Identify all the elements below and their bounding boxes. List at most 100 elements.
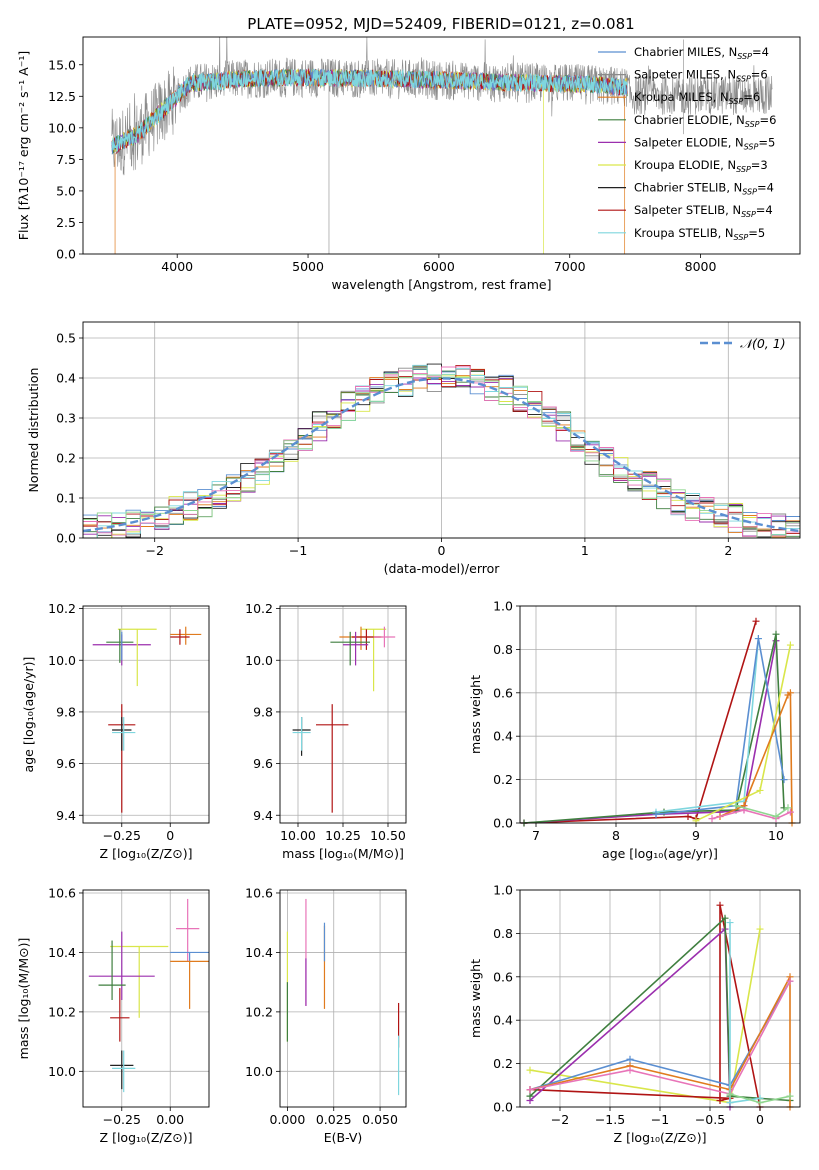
legend-label: Salpeter STELIB, NSSP=4 — [634, 203, 773, 219]
axes-frame — [82, 321, 801, 539]
x-tick-label: 8000 — [685, 259, 717, 274]
y-tick-label: 2.5 — [56, 215, 76, 230]
spectrum-model-kroupa-miles — [111, 68, 628, 254]
x-axis-label: Z [log₁₀(Z/Z⊙)] — [614, 1130, 707, 1145]
weight-marker — [786, 1092, 794, 1100]
weight-marker — [526, 1092, 534, 1100]
legend-label: Kroupa ELODIE, NSSP=3 — [634, 158, 768, 174]
y-tick-label: 15.0 — [48, 57, 76, 72]
x-axis-label: wavelength [Angstrom, rest frame] — [331, 277, 551, 292]
legend-label: Chabrier ELODIE, NSSP=6 — [634, 113, 776, 129]
weight-marker — [784, 804, 792, 812]
weight-marker — [526, 1066, 534, 1074]
x-axis-label: age [log₁₀(age/yr)] — [602, 846, 718, 861]
y-tick-label: 10.4 — [245, 945, 273, 960]
y-tick-label: 10.2 — [245, 1004, 273, 1019]
y-tick-label: 12.5 — [48, 89, 76, 104]
y-axis-label: Flux [fλ10⁻¹⁷ erg cm⁻² s⁻¹ A⁻¹] — [16, 51, 31, 240]
y-tick-label: 0.4 — [493, 1013, 513, 1028]
weight-marker — [726, 1099, 734, 1107]
weight-marker — [772, 630, 780, 638]
weight-marker — [754, 635, 762, 643]
panel-massweight-vs-age: 7 8 9 10 0.0 0.2 0.4 0.6 0.8 1.0 age [log₁₀(age/yr… — [468, 599, 801, 861]
weight-marker — [721, 914, 729, 922]
x-tick-label: 4000 — [161, 259, 193, 274]
y-tick-label: 0.2 — [56, 451, 76, 466]
weight-line — [711, 809, 791, 820]
x-tick-label: 7000 — [554, 259, 586, 274]
x-tick-label: 1 — [581, 543, 589, 558]
panel-age-vs-mass: 10.00 10.25 10.50 9.4 9.6 9.8 10.0 10.2 mass [lo… — [245, 601, 407, 861]
histograms — [83, 363, 800, 538]
plot-area — [520, 617, 796, 827]
x-axis-label: Z [log₁₀(Z/Z⊙)] — [100, 846, 193, 861]
y-tick-label: 0.6 — [493, 685, 513, 700]
x-tick-label: 0.000 — [270, 1112, 306, 1127]
axes-frame — [82, 605, 210, 824]
weight-marker — [726, 1090, 734, 1098]
x-tick-label: 0.00 — [156, 1112, 184, 1127]
x-tick-label: 0.050 — [362, 1112, 398, 1127]
y-tick-label: 0.4 — [56, 371, 76, 386]
x-tick-label: 7 — [532, 828, 540, 843]
y-axis-label: mass weight — [468, 959, 483, 1038]
legend-label: Kroupa MILES, NSSP=6 — [634, 90, 760, 106]
axes-frame — [279, 605, 407, 824]
weight-line — [523, 620, 757, 824]
x-tick-label: 10.25 — [325, 828, 361, 843]
legend-label: Kroupa STELIB, NSSP=5 — [634, 226, 765, 242]
weight-marker — [732, 802, 740, 810]
panel-age-vs-Z: −0.25 0 9.4 9.6 9.8 10.0 10.2 Z [log₁₀(Z/Z⊙)] ag… — [21, 601, 210, 861]
spectrum-model-kroupa-elodie — [111, 68, 628, 254]
weight-marker — [716, 1096, 724, 1104]
y-tick-label: 9.4 — [253, 808, 273, 823]
y-tick-label: 0.0 — [56, 531, 76, 546]
x-tick-label: 8 — [612, 828, 620, 843]
weight-marker — [786, 808, 794, 816]
x-tick-label: 5000 — [292, 259, 324, 274]
weight-line — [529, 980, 791, 1095]
y-tick-label: 10.0 — [48, 120, 76, 135]
weight-line — [523, 640, 777, 824]
axes-frame — [82, 36, 801, 255]
axes-frame — [519, 605, 801, 824]
weight-marker — [772, 812, 780, 820]
panel-mass-vs-EBV: 0.000 0.025 0.050 10.0 10.2 10.4 10.6 E(B-V) — [245, 885, 407, 1145]
x-tick-label: −0.5 — [695, 1112, 725, 1127]
panel-residuals: −2 −1 0 1 2 0.0 0.1 0.2 0.3 0.4 0.5 (data-model)/er… — [26, 321, 801, 576]
legend-label: 𝒩(0, 1) — [740, 336, 786, 351]
plot-area — [83, 363, 800, 538]
y-tick-label: 0.2 — [493, 772, 513, 787]
y-tick-label: 9.4 — [56, 808, 76, 823]
weight-marker — [626, 1066, 634, 1074]
x-axis-label: mass [log₁₀(M/M⊙)] — [282, 846, 404, 861]
panel-massweight-vs-Z: −2 −1.5 −1 −0.5 0 0.0 0.2 0.4 0.6 0.8 1.0 Z [log₁₀(… — [468, 883, 801, 1145]
axes-frame — [82, 889, 210, 1108]
weight-line — [655, 638, 785, 816]
spectrum-legend: Chabrier MILES, NSSP=4 Salpeter MILES, NS… — [598, 45, 776, 242]
y-tick-label: 9.8 — [253, 704, 273, 719]
y-tick-label: 0.0 — [493, 1100, 513, 1115]
x-tick-label: 0 — [756, 1112, 764, 1127]
y-tick-label: 0.0 — [56, 247, 76, 262]
x-tick-label: 0.025 — [316, 1112, 352, 1127]
x-tick-label: 6000 — [423, 259, 455, 274]
x-axis-label: (data-model)/error — [384, 561, 501, 576]
panel-spectrum: 4000 5000 6000 7000 8000 0.0 2.5 5.0 7.5 10.0 12.5… — [16, 36, 801, 292]
x-tick-label: 0 — [438, 543, 446, 558]
y-tick-label: 10.2 — [245, 601, 273, 616]
y-tick-label: 0.8 — [493, 642, 513, 657]
plot-area — [292, 626, 396, 813]
weight-marker — [716, 901, 724, 909]
x-tick-label: 2 — [724, 543, 732, 558]
y-tick-label: 0.0 — [493, 816, 513, 831]
y-tick-label: 0.2 — [493, 1056, 513, 1071]
x-tick-label: −1.5 — [595, 1112, 625, 1127]
y-tick-label: 10.0 — [245, 1064, 273, 1079]
weight-marker — [756, 1099, 764, 1107]
histogram-series — [83, 366, 800, 538]
y-tick-label: 9.6 — [56, 756, 76, 771]
weight-marker — [780, 776, 788, 784]
legend-label: Chabrier STELIB, NSSP=4 — [634, 181, 774, 197]
